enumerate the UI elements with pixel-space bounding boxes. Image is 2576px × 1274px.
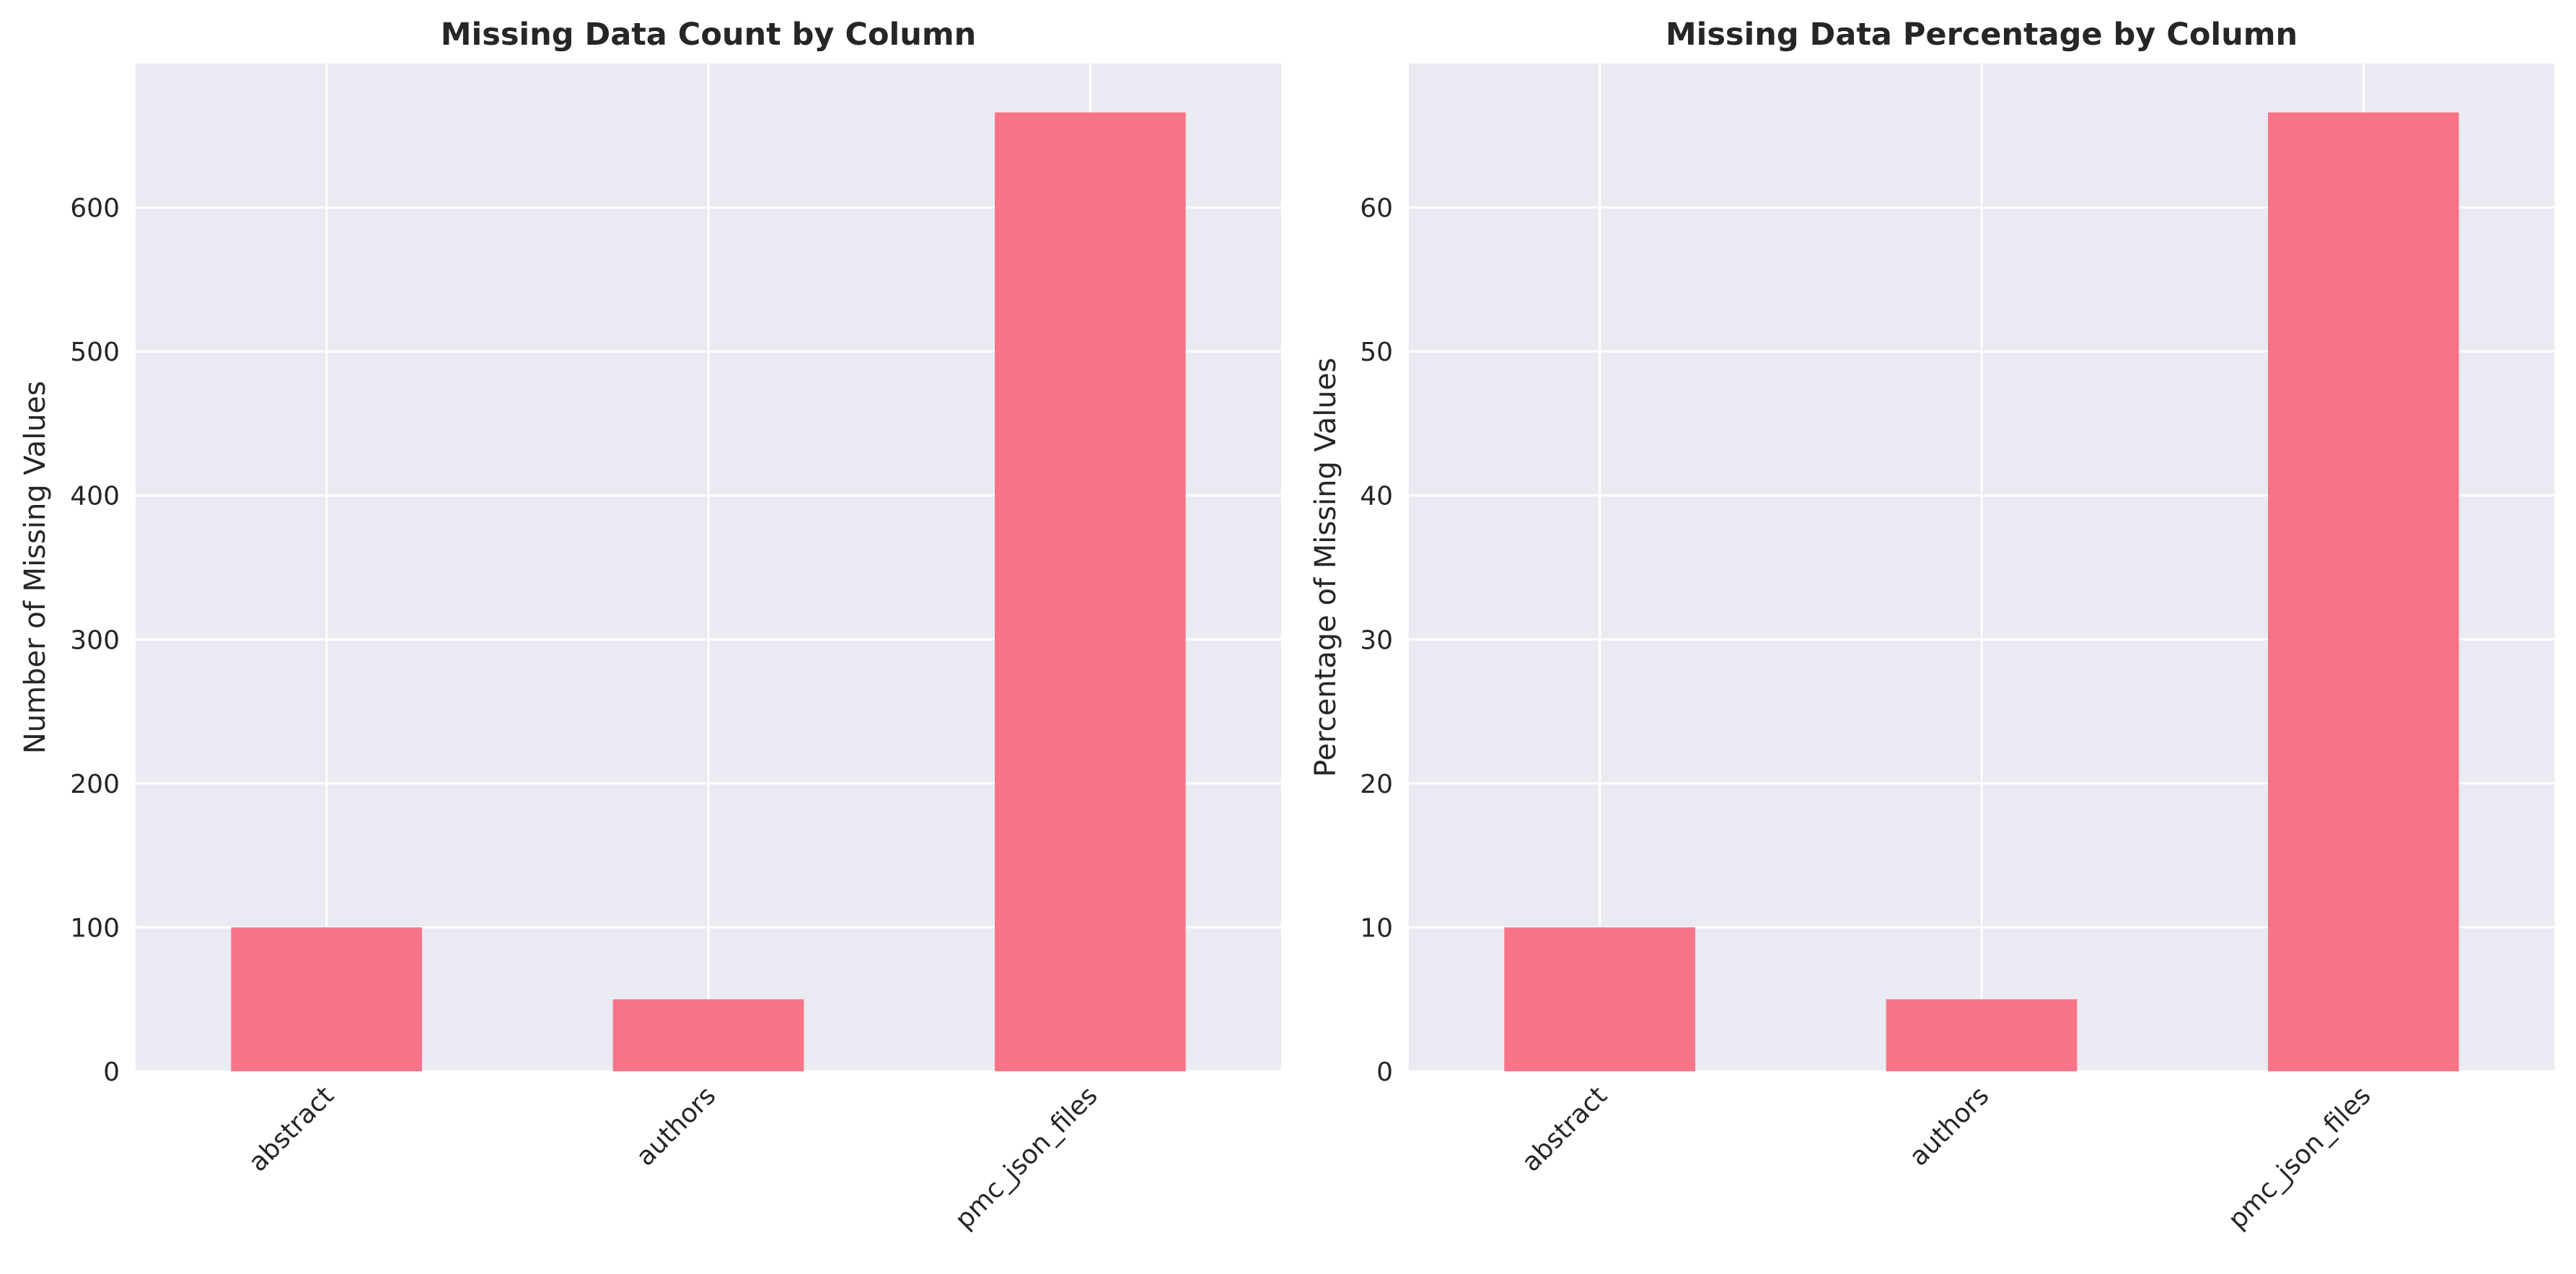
y-tick-label: 0	[1376, 1058, 1393, 1087]
y-tick-label: 50	[1360, 338, 1393, 367]
y-tick-label: 0	[103, 1058, 120, 1087]
x-tick-label: authors	[1904, 1081, 1995, 1172]
y-tick-label: 40	[1360, 482, 1393, 511]
chart-title: Missing Data Count by Column	[441, 17, 977, 53]
x-tick-label: pmc_json_files	[2223, 1081, 2376, 1234]
bar-authors	[1886, 999, 2078, 1071]
y-tick-label: 500	[70, 338, 120, 367]
x-tick-label: abstract	[1516, 1081, 1613, 1177]
chart-missing-count: 0 100 200 300 400 500 600 abstract authors pmc_js…	[19, 17, 1281, 1235]
bar-abstract	[231, 927, 422, 1071]
bar-pmc_json_files	[2268, 112, 2459, 1072]
y-tick-label: 200	[70, 770, 120, 799]
y-axis-label: Percentage of Missing Values	[1309, 358, 1342, 778]
x-tick-label: pmc_json_files	[949, 1081, 1103, 1234]
x-tick-label: authors	[630, 1081, 721, 1172]
y-tick-label: 30	[1360, 625, 1393, 655]
y-tick-label: 100	[70, 913, 120, 943]
bar-abstract	[1504, 927, 1695, 1071]
y-axis-label: Number of Missing Values	[19, 381, 52, 754]
y-tick-label: 60	[1360, 194, 1393, 224]
y-tick-label: 400	[70, 482, 120, 511]
y-tick-label: 300	[70, 625, 120, 655]
bar-pmc_json_files	[995, 112, 1186, 1072]
x-tick-label: abstract	[243, 1081, 340, 1177]
bar-authors	[612, 999, 804, 1071]
chart-missing-percentage: 0 10 20 30 40 50 60 abstract authors pmc_json_fil…	[1309, 17, 2554, 1235]
y-tick-label: 600	[70, 194, 120, 224]
chart-title: Missing Data Percentage by Column	[1666, 17, 2298, 53]
y-tick-label: 20	[1360, 770, 1393, 799]
y-tick-label: 10	[1360, 913, 1393, 943]
